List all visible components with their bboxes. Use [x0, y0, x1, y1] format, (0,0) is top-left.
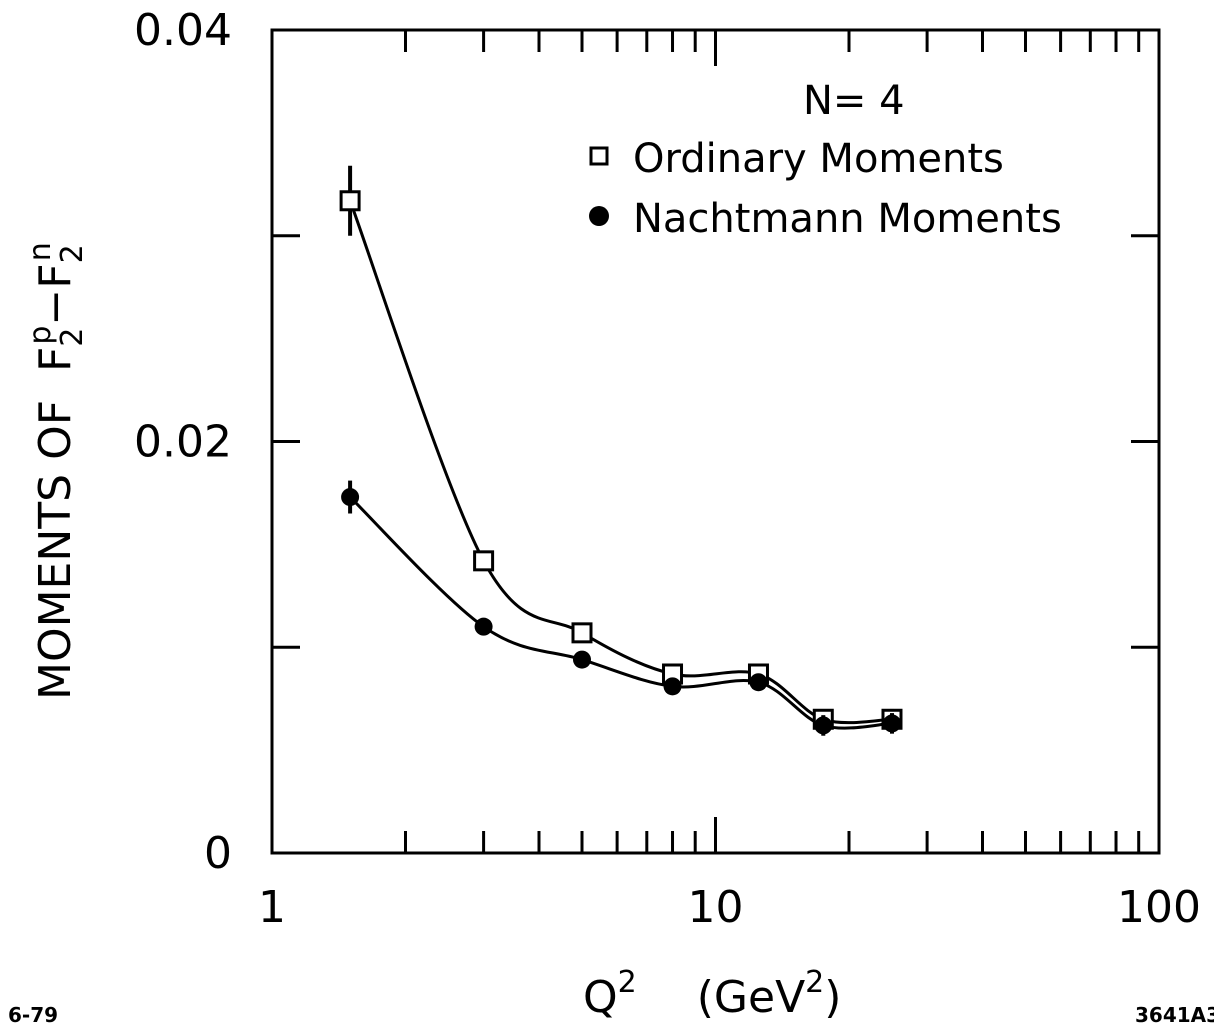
y-axis-sub1: 2: [55, 328, 90, 347]
note-bottom-right: 3641A3: [1135, 1003, 1214, 1027]
y-axis-prefix: MOMENTS OF F: [30, 347, 81, 700]
axis-ticks: [272, 30, 1159, 853]
y-axis-sup2: n: [23, 242, 58, 261]
x-axis-unit: (GeV: [697, 972, 805, 1023]
data-point-nachtmann: [341, 488, 360, 507]
legend: N= 4 Ordinary Moments Nachtmann Moments: [589, 78, 1062, 242]
series-curves: [348, 200, 893, 730]
data-point-ordinary: [339, 190, 361, 212]
plot-frame: [270, 28, 1161, 855]
y-axis-sub2: 2: [55, 244, 90, 263]
data-point-nachtmann: [882, 714, 901, 733]
y-tick-label: 0: [204, 828, 232, 879]
x-axis-main-sup: 2: [618, 965, 637, 1000]
x-tick-label: 100: [1117, 882, 1201, 933]
x-tick-label: 10: [688, 882, 744, 933]
series-markers: [339, 165, 903, 736]
note-bottom-left: 6-79: [8, 1003, 58, 1027]
legend-label-ordinary: Ordinary Moments: [633, 136, 1004, 182]
legend-title: N= 4: [803, 78, 905, 124]
y-axis-minus: −F: [30, 263, 81, 325]
x-tick-label: 1: [258, 882, 286, 933]
x-axis-unit-close: ): [824, 972, 841, 1023]
x-axis-unit-sup: 2: [805, 965, 824, 1000]
data-point-nachtmann: [663, 677, 682, 696]
data-point-ordinary: [571, 622, 593, 644]
data-point-nachtmann: [572, 650, 591, 669]
y-axis-title: MOMENTS OF F2p−F2n: [23, 242, 90, 700]
series-line-ordinary: [348, 200, 893, 725]
y-tick-label: 0.04: [134, 5, 232, 56]
x-axis-title: Q2 (GeV2): [583, 965, 841, 1023]
series-line-nachtmann: [349, 496, 893, 730]
y-tick-labels: 0 0.02 0.04: [134, 5, 232, 879]
y-axis-sup1: p: [23, 326, 58, 345]
legend-circle-marker: [589, 206, 609, 226]
data-point-nachtmann: [814, 716, 833, 735]
legend-square-marker: [589, 146, 609, 166]
data-point-nachtmann: [474, 617, 493, 636]
y-tick-label: 0.02: [134, 417, 232, 468]
data-point-ordinary: [473, 550, 495, 572]
data-point-nachtmann: [749, 673, 768, 692]
x-axis-main: Q: [583, 972, 618, 1023]
x-tick-labels: 1 10 100: [258, 882, 1201, 933]
legend-label-nachtmann: Nachtmann Moments: [633, 196, 1062, 242]
